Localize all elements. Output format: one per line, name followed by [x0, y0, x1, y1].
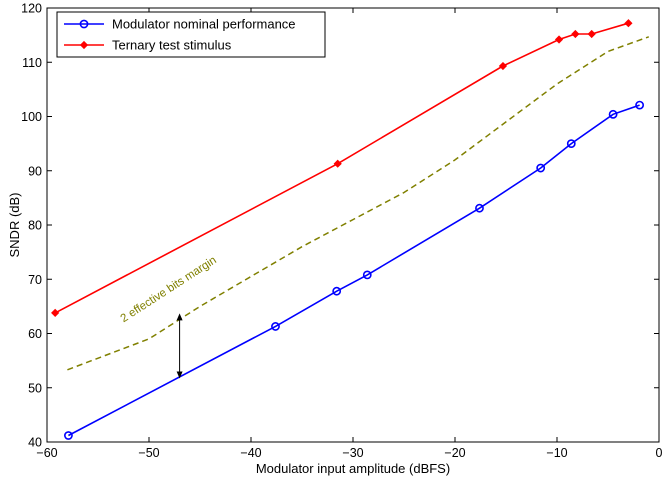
- y-axis-label: SNDR (dB): [7, 192, 22, 257]
- x-tick-label: −10: [546, 446, 567, 460]
- data-point: [635, 100, 645, 110]
- legend-marker: [79, 19, 89, 29]
- data-point: [475, 203, 484, 213]
- x-tick-label: −20: [444, 446, 465, 460]
- x-tick-label: −60: [36, 446, 57, 460]
- data-point: [566, 139, 576, 149]
- data-point: [536, 163, 546, 173]
- data-point: [51, 308, 60, 317]
- plot-area: [46, 7, 660, 443]
- y-tick-label: 120: [21, 2, 42, 16]
- data-point: [271, 322, 280, 331]
- reference-line-layer: [67, 36, 650, 371]
- x-tick-label: −50: [138, 446, 159, 460]
- legend-label: Ternary test stimulus: [112, 38, 232, 53]
- y-tick-label: 50: [28, 381, 42, 395]
- y-tick-label: 80: [28, 219, 42, 233]
- legend-box: [56, 11, 326, 58]
- margin-arrow-head-top: [176, 313, 183, 321]
- data-point: [624, 19, 633, 28]
- y-tick-label: 100: [21, 110, 42, 124]
- legend: Modulator nominal performance Ternary tes…: [56, 11, 326, 58]
- series-layer: [51, 19, 645, 440]
- x-tick-label: −40: [240, 446, 261, 460]
- x-tick-label: −30: [342, 446, 363, 460]
- series-line: [68, 104, 640, 437]
- y-tick-label: 40: [28, 436, 42, 450]
- y-tick-label: 60: [28, 327, 42, 341]
- margin-arrow-head-bottom: [176, 371, 183, 379]
- data-point: [554, 35, 564, 44]
- x-axis-label: Modulator input amplitude (dBFS): [256, 461, 450, 476]
- reference-dashed-line: [67, 36, 650, 371]
- legend-entry: Modulator nominal performance: [64, 17, 296, 32]
- axis-ticks: −60 −50 −40 −30 −20 −10 0 40 50 60 70 80 90 100 110 120: [21, 2, 662, 461]
- data-point: [608, 109, 618, 119]
- legend-marker: [79, 40, 89, 50]
- y-tick-label: 70: [28, 273, 42, 287]
- data-point: [362, 270, 372, 280]
- data-point: [498, 61, 508, 71]
- data-point: [571, 29, 580, 39]
- data-point: [64, 431, 73, 440]
- y-tick-label: 90: [28, 164, 42, 178]
- legend-label: Modulator nominal performance: [112, 17, 296, 32]
- series-1: [64, 100, 645, 440]
- x-tick-label: 0: [656, 446, 663, 460]
- data-point: [332, 286, 342, 296]
- series-2: [51, 19, 633, 317]
- y-tick-label: 110: [22, 56, 42, 70]
- data-point: [587, 29, 596, 39]
- data-point: [333, 159, 342, 168]
- legend-entry: Ternary test stimulus: [64, 38, 232, 53]
